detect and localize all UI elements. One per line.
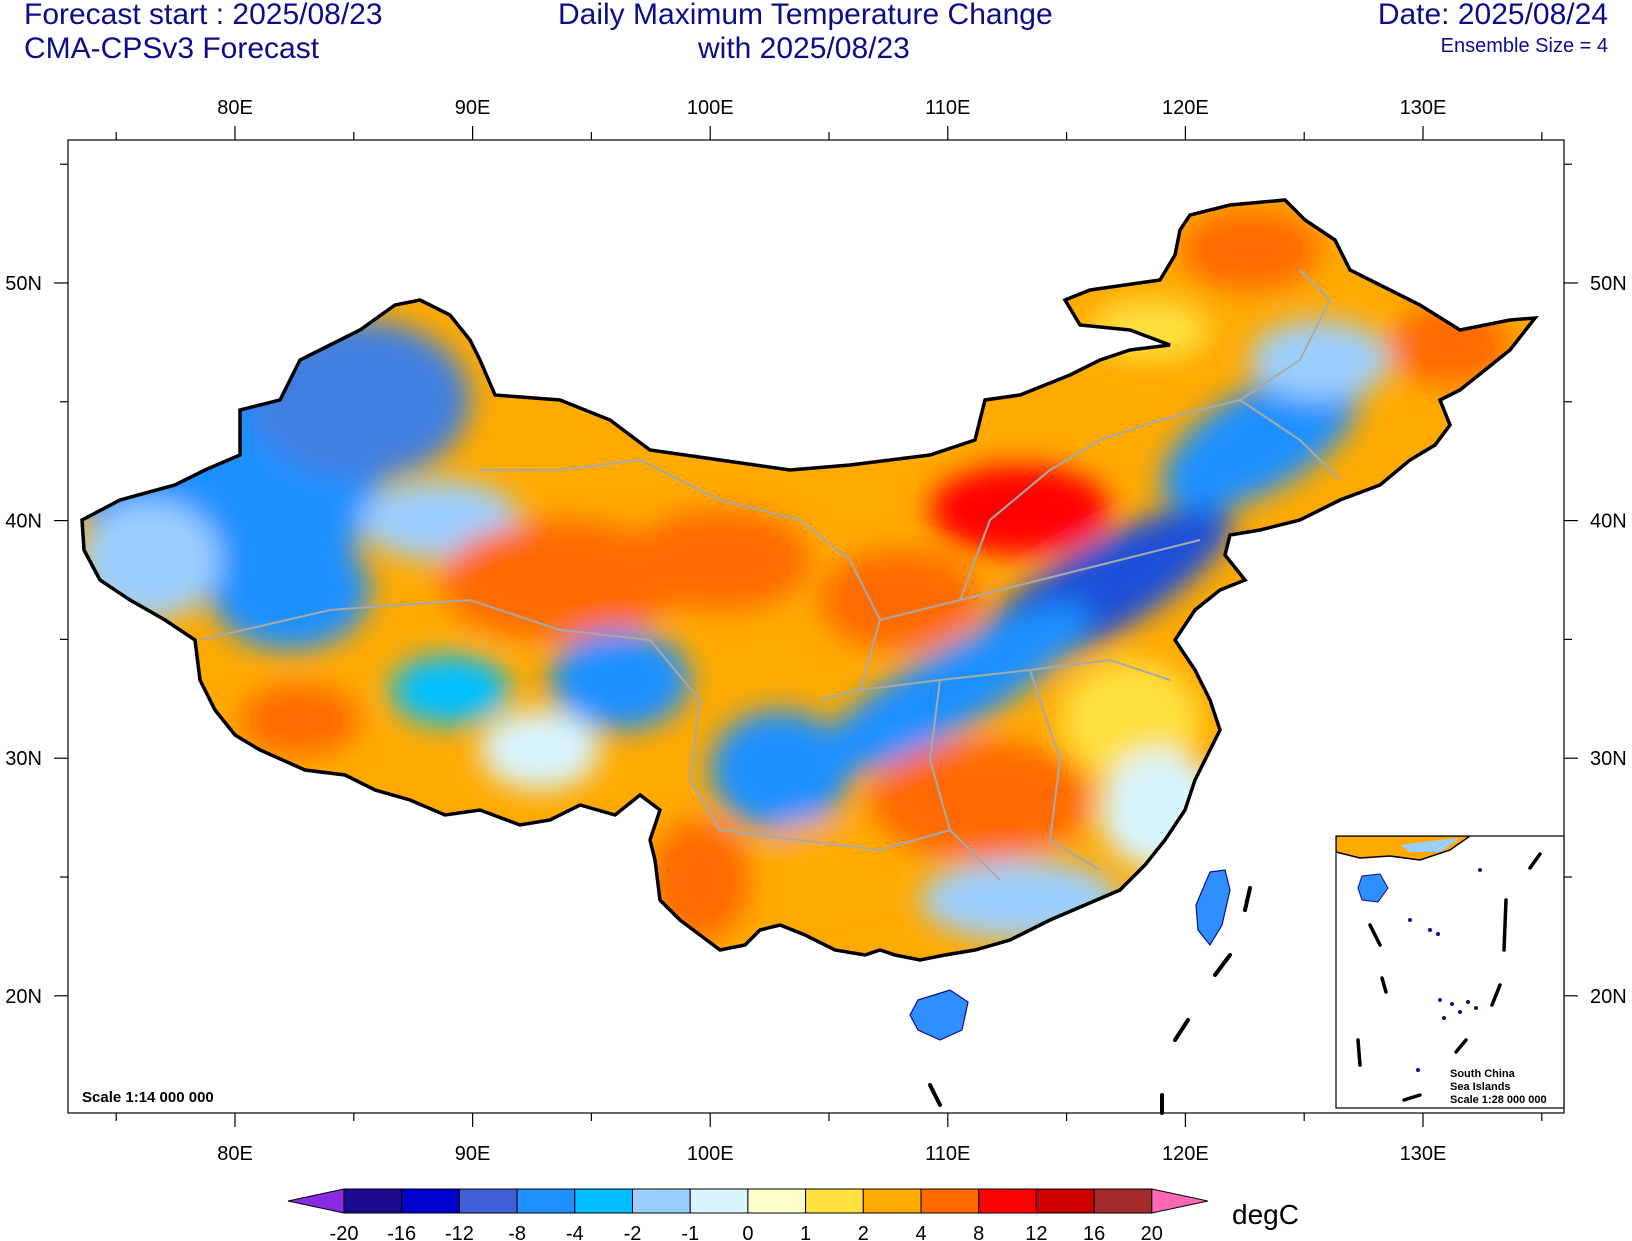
lon-tick-label-top: 110E: [925, 97, 970, 119]
lon-tick-label-top: 130E: [1400, 97, 1447, 119]
taiwan-island: [1195, 869, 1231, 947]
colorbar-label: 8: [973, 1223, 984, 1241]
map-scale-label: Scale 1:14 000 000: [82, 1089, 214, 1106]
nine-dash-line: [928, 886, 1252, 1115]
inset-label-line1: South China: [1450, 1068, 1516, 1080]
lon-tick-label-bottom: 100E: [687, 1143, 734, 1165]
lon-labels-top: 80E 90E 100E 110E 120E 130E: [217, 97, 1446, 119]
colorbar-label: -1: [681, 1223, 699, 1241]
hainan-island: [909, 989, 969, 1041]
ensemble-size-label: Ensemble Size = 4: [1440, 35, 1608, 57]
colorbar-label: 12: [1025, 1223, 1047, 1241]
lon-tick-label-top: 100E: [687, 97, 734, 119]
colorbar-box: [458, 1188, 518, 1214]
colorbar-label: 2: [858, 1223, 869, 1241]
axis-ticks: [54, 126, 1578, 1127]
colorbar-box: [1035, 1188, 1095, 1214]
colorbar-box: [920, 1188, 980, 1214]
inset-label-line2: Sea Islands: [1450, 1081, 1511, 1093]
colorbar-box: [978, 1188, 1037, 1214]
inset-map: South China Sea Islands Scale 1:28 000 0…: [1335, 835, 1565, 1109]
colorbar-unit-label: degC: [1232, 1199, 1299, 1230]
colorbar-label: -2: [624, 1223, 642, 1241]
lat-tick-label-right: 40N: [1590, 511, 1627, 533]
lon-tick-label-bottom: 110E: [925, 1143, 970, 1165]
colorbar-label: -8: [508, 1223, 526, 1241]
colorbar-label: -12: [445, 1223, 474, 1241]
date-label: Date: 2025/08/24: [1377, 0, 1608, 31]
lat-tick-label-right: 20N: [1590, 986, 1627, 1008]
colorbar-left-arrow: [287, 1188, 345, 1214]
colorbar-box: [747, 1188, 807, 1214]
lat-tick-label-left: 30N: [5, 748, 42, 770]
colorbar-label: -4: [566, 1223, 584, 1241]
lon-tick-label-top: 80E: [217, 97, 253, 119]
colorbar-label: 20: [1141, 1223, 1163, 1241]
forecast-start-label: Forecast start : 2025/08/23: [24, 0, 383, 31]
model-label: CMA-CPSv3 Forecast: [24, 32, 320, 65]
colorbar-label: 4: [915, 1223, 926, 1241]
lon-tick-label-top: 90E: [455, 97, 491, 119]
lon-tick-label-top: 120E: [1162, 97, 1209, 119]
colorbar-box: [516, 1188, 576, 1214]
colorbar-label: -20: [330, 1223, 359, 1241]
colorbar-box: [343, 1188, 403, 1214]
lon-tick-label-bottom: 80E: [217, 1143, 253, 1165]
lat-tick-label-left: 50N: [5, 273, 42, 295]
colorbar-box: [1093, 1188, 1153, 1214]
colorbar-box: [401, 1188, 460, 1214]
lat-labels-right: 50N 40N 30N 20N: [1590, 273, 1627, 1008]
colorbar-box: [574, 1188, 633, 1214]
lat-tick-label-right: 30N: [1590, 748, 1627, 770]
lat-tick-label-right: 50N: [1590, 273, 1627, 295]
inset-label-line3: Scale 1:28 000 000: [1450, 1094, 1547, 1106]
map-title: Daily Maximum Temperature Change: [558, 0, 1053, 31]
lat-labels-left: 50N 40N 30N 20N: [5, 273, 42, 1008]
lat-tick-label-left: 40N: [5, 511, 42, 533]
colorbar-box: [805, 1188, 864, 1214]
colorbar-label: 16: [1083, 1223, 1105, 1241]
colorbar-right-arrow: [1151, 1188, 1208, 1214]
lat-tick-label-left: 20N: [5, 986, 42, 1008]
lon-tick-label-bottom: 120E: [1162, 1143, 1209, 1165]
province-lines: [199, 269, 1341, 881]
map-subtitle: with 2025/08/23: [698, 32, 910, 65]
colorbar-box: [862, 1188, 922, 1214]
lon-tick-label-bottom: 90E: [455, 1143, 491, 1165]
colorbar-label: 1: [800, 1223, 811, 1241]
colorbar-box: [632, 1188, 691, 1214]
colorbar-label: -16: [387, 1223, 416, 1241]
colorbar-label: 0: [742, 1223, 753, 1241]
lon-tick-label-bottom: 130E: [1400, 1143, 1447, 1165]
colorbar-box: [689, 1188, 749, 1214]
lon-labels-bottom: 80E 90E 100E 110E 120E 130E: [217, 1143, 1446, 1165]
